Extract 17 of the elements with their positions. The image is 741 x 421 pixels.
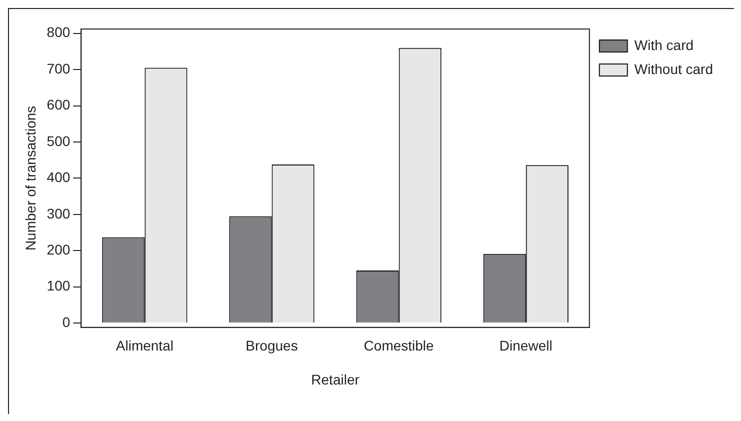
x-tick-label: Alimental	[116, 338, 174, 354]
legend-label: Without card	[634, 60, 714, 77]
y-tick-label: 400	[46, 169, 70, 186]
y-tick-label: 0	[62, 314, 70, 330]
y-tick-label: 200	[46, 241, 70, 258]
x-axis-title: Retailer	[311, 371, 360, 388]
legend-label: With card	[634, 36, 694, 53]
x-tick-label: Brogues	[246, 338, 298, 354]
y-tick-label: 800	[46, 24, 70, 40]
y-tick-label: 500	[46, 132, 70, 149]
y-tick-label: 600	[46, 96, 70, 113]
y-axis-title: Number of transactions	[22, 106, 38, 251]
y-tick-label: 700	[46, 60, 70, 76]
x-tick-label: Dinewell	[499, 338, 552, 354]
x-tick-label: Comestible	[364, 338, 434, 354]
y-tick-label: 100	[46, 278, 70, 294]
y-tick-label: 300	[46, 205, 70, 222]
